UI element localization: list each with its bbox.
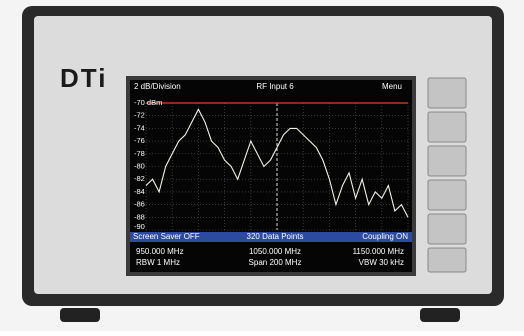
- stop-frequency: 1150.000 MHz: [353, 247, 404, 256]
- device-photo: DTi 2 dB/Division RF Input 6 Menu Screen…: [0, 0, 524, 331]
- y-tick-label: -76: [134, 136, 145, 145]
- vbw: VBW 30 kHz: [359, 258, 404, 267]
- y-tick-label: -74: [134, 123, 145, 132]
- header-scale: 2 dB/Division: [134, 82, 181, 91]
- brand-logo: DTi: [60, 63, 107, 93]
- menu-button[interactable]: [428, 78, 466, 108]
- foot: [60, 308, 100, 322]
- menu-label[interactable]: Menu: [382, 82, 402, 91]
- status-points: 320 Data Points: [247, 232, 304, 241]
- center-frequency: 1050.000 MHz: [249, 247, 301, 256]
- y-tick-label: -80: [134, 161, 145, 170]
- y-tick-label: -72: [134, 111, 145, 120]
- span: Span 200 MHz: [249, 258, 302, 267]
- menu-button[interactable]: [428, 112, 466, 142]
- y-tick-label: -86: [134, 200, 145, 209]
- y-tick-label: -70 dBm: [134, 98, 162, 107]
- menu-button[interactable]: [428, 180, 466, 210]
- y-tick-label: -90: [134, 222, 145, 231]
- menu-button[interactable]: [428, 146, 466, 176]
- foot: [420, 308, 460, 322]
- menu-button[interactable]: [428, 214, 466, 244]
- header-input: RF Input 6: [256, 82, 294, 91]
- start-frequency: 950.000 MHz: [136, 247, 184, 256]
- rbw: RBW 1 MHz: [136, 258, 180, 267]
- status-screen-saver: Screen Saver OFF: [133, 232, 200, 241]
- y-tick-label: -88: [134, 212, 145, 221]
- y-tick-label: -84: [134, 187, 145, 196]
- y-tick-label: -78: [134, 149, 145, 158]
- y-tick-label: -82: [134, 174, 145, 183]
- status-coupling: Coupling ON: [362, 232, 408, 241]
- menu-button[interactable]: [428, 248, 466, 272]
- menu-buttons: [428, 78, 466, 272]
